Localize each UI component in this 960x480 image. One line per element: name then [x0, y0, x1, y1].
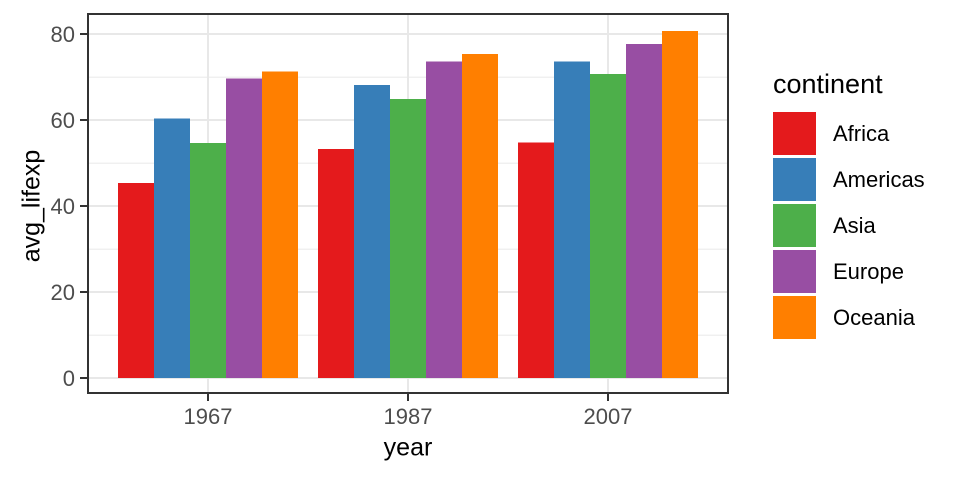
- legend-swatch-americas: [773, 158, 816, 201]
- legend-label-africa: Africa: [833, 120, 890, 146]
- bar-oceania-2007: [662, 30, 698, 379]
- bar-europe-1967: [226, 78, 262, 378]
- legend-swatch-oceania: [773, 296, 816, 339]
- legend-item-americas: Americas: [773, 158, 925, 201]
- legend-label-europe: Europe: [833, 258, 904, 284]
- legend-swatch-africa: [773, 112, 816, 155]
- y-axis-tick-label: 20: [51, 280, 75, 305]
- legend-swatch-europe: [773, 250, 816, 293]
- bar-asia-1987: [390, 98, 426, 379]
- bar-europe-1987: [426, 61, 462, 379]
- bar-americas-2007: [554, 61, 590, 379]
- legend-title: continent: [773, 69, 883, 99]
- bar-oceania-1967: [262, 71, 298, 378]
- y-axis-tick-label: 40: [51, 194, 75, 219]
- legend-label-americas: Americas: [833, 166, 925, 192]
- legend-item-oceania: Oceania: [773, 296, 925, 339]
- bar-americas-1967: [154, 118, 190, 378]
- y-axis-title: avg_lifexp: [17, 149, 46, 263]
- bar-asia-1967: [190, 142, 226, 378]
- x-axis-tick-label: 1967: [184, 404, 233, 429]
- x-axis-title: year: [383, 433, 433, 462]
- bar-asia-2007: [590, 73, 626, 379]
- y-axis-tick-label: 0: [63, 366, 75, 391]
- y-axis-tick-label: 80: [51, 22, 75, 47]
- bar-africa-1987: [318, 148, 354, 378]
- legend-label-asia: Asia: [833, 212, 876, 238]
- legend-item-africa: Africa: [773, 112, 925, 155]
- bar-americas-1987: [354, 85, 390, 379]
- bar-africa-2007: [518, 142, 554, 378]
- legend-item-asia: Asia: [773, 204, 925, 247]
- bar-oceania-1987: [462, 54, 498, 379]
- y-axis-tick-label: 60: [51, 108, 75, 133]
- legend-label-oceania: Oceania: [833, 304, 915, 330]
- bar-europe-2007: [626, 43, 662, 378]
- legend: continent Africa Americas Asia Europe Oc…: [773, 68, 925, 342]
- x-axis-tick-label: 1987: [384, 404, 433, 429]
- x-axis-tick-label: 2007: [584, 404, 633, 429]
- legend-item-europe: Europe: [773, 250, 925, 293]
- bar-africa-1967: [118, 183, 154, 378]
- legend-swatch-asia: [773, 204, 816, 247]
